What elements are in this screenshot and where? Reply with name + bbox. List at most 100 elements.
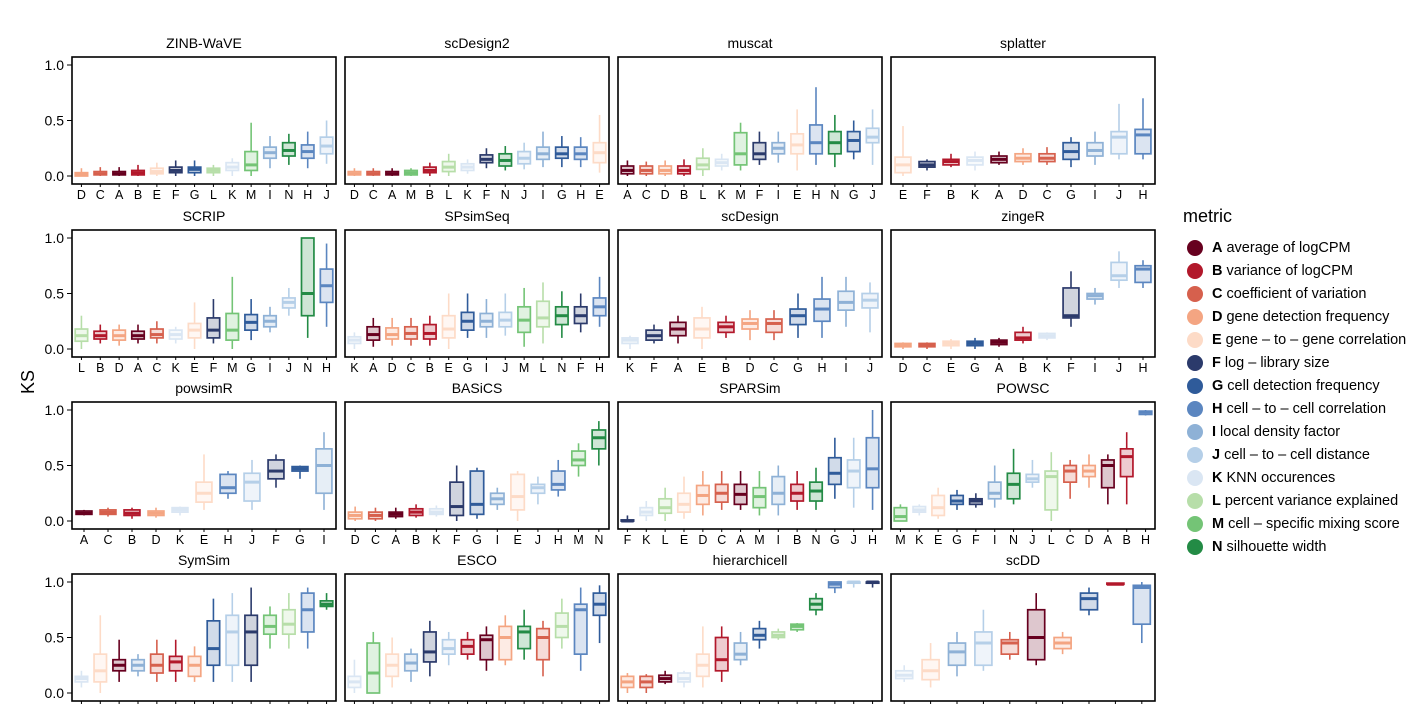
- box-E: E: [894, 126, 912, 202]
- box-M: M: [733, 122, 748, 202]
- box-A: A: [620, 160, 635, 202]
- x-tick-label: K: [432, 533, 441, 547]
- x-tick-label: F: [577, 361, 585, 375]
- box-body: [1026, 608, 1046, 661]
- y-axis-label: KS: [18, 370, 38, 394]
- box-body: [752, 141, 767, 161]
- box-A: A: [388, 507, 404, 547]
- box-body: [987, 481, 1002, 500]
- box-D: D: [74, 168, 89, 202]
- x-tick-label: G: [970, 361, 980, 375]
- box-M: M: [570, 443, 587, 547]
- box-C: C: [1038, 147, 1056, 202]
- legend-swatch: [1187, 469, 1203, 486]
- box-body: [244, 614, 259, 667]
- x-tick-label: H: [595, 361, 604, 375]
- box-C: C: [367, 507, 384, 547]
- box-A: A: [112, 167, 127, 202]
- box-J: J: [865, 109, 880, 202]
- box-I: I: [403, 648, 419, 704]
- legend-key: B: [1212, 262, 1223, 279]
- x-tick-label: C: [369, 188, 378, 202]
- box-G: G: [554, 136, 569, 202]
- box-body: [765, 318, 783, 334]
- box-C: C: [1063, 459, 1078, 547]
- box-C: C: [149, 639, 164, 704]
- box-C: C: [535, 620, 551, 704]
- x-tick-label: N: [811, 533, 820, 547]
- x-tick-label: I: [485, 361, 488, 375]
- legend-title: metric: [1183, 206, 1232, 226]
- box-I: I: [771, 131, 786, 202]
- box-body: [1110, 261, 1128, 282]
- box-J: J: [498, 293, 513, 375]
- x-tick-label: J: [869, 188, 875, 202]
- x-tick-label: H: [817, 361, 826, 375]
- box-body: [1006, 472, 1021, 500]
- panel-title: SymSim: [178, 552, 230, 568]
- legend-key: J: [1212, 446, 1221, 463]
- panel-frame: [617, 56, 883, 185]
- legend-label: local density factor: [1220, 423, 1341, 440]
- x-tick-label: B: [426, 188, 434, 202]
- x-tick-label: F: [923, 188, 931, 202]
- box-N: N: [808, 593, 824, 704]
- box-D: D: [385, 317, 400, 375]
- x-tick-label: M: [573, 533, 583, 547]
- box-G: G: [1062, 137, 1080, 202]
- x-tick-label: H: [322, 361, 331, 375]
- x-tick-label: H: [1141, 533, 1150, 547]
- panel-powsimR: powsimR 0.0 0.5 1.0 A C B D K E H J F G I: [45, 380, 337, 547]
- x-tick-label: F: [972, 533, 980, 547]
- box-N: N: [827, 114, 842, 202]
- legend-swatch: [1187, 446, 1203, 463]
- x-tick-label: G: [849, 188, 859, 202]
- x-tick-label: I: [777, 533, 780, 547]
- x-tick-label: K: [176, 533, 185, 547]
- x-tick-label: M: [754, 533, 764, 547]
- box-body: [846, 459, 861, 489]
- box-C: C: [714, 471, 729, 547]
- box-G: G: [206, 598, 221, 704]
- box-I: I: [947, 631, 967, 704]
- box-L: L: [554, 598, 569, 704]
- x-tick-label: C: [717, 533, 726, 547]
- x-tick-label: L: [78, 361, 85, 375]
- x-tick-label: I: [1093, 188, 1096, 202]
- x-tick-label: C: [769, 361, 778, 375]
- x-tick-label: G: [952, 533, 962, 547]
- box-K: K: [225, 158, 240, 202]
- box-G: G: [244, 299, 259, 375]
- panel-scDesign2: scDesign2 D C A M B L K F N J I G H E: [344, 35, 610, 202]
- box-H: H: [573, 587, 588, 704]
- box-B: B: [422, 315, 437, 375]
- legend-label: cell – to – cell correlation: [1226, 400, 1387, 417]
- box-body: [837, 290, 855, 311]
- x-tick-label: F: [624, 533, 632, 547]
- box-M: M: [893, 504, 908, 547]
- box-E: E: [676, 476, 692, 547]
- box-K: K: [621, 335, 639, 375]
- legend-label: gene – to – gene correlation: [1225, 331, 1407, 348]
- box-J: J: [846, 437, 861, 547]
- box-J: J: [319, 120, 334, 202]
- x-tick-label: M: [895, 533, 905, 547]
- x-tick-label: C: [406, 361, 415, 375]
- x-tick-label: D: [151, 533, 160, 547]
- x-tick-label: K: [626, 361, 635, 375]
- box-B: B: [123, 507, 141, 547]
- panel-title: SPARSim: [719, 380, 780, 396]
- box-D: D: [112, 324, 127, 375]
- x-tick-label: L: [699, 188, 706, 202]
- x-tick-label: N: [830, 188, 839, 202]
- box-body: [281, 608, 296, 636]
- x-tick-label: E: [190, 361, 198, 375]
- x-tick-label: B: [134, 188, 142, 202]
- box-F: F: [1062, 271, 1080, 375]
- x-tick-label: A: [995, 361, 1004, 375]
- box-I: I: [262, 306, 278, 375]
- box-E: E: [510, 471, 526, 547]
